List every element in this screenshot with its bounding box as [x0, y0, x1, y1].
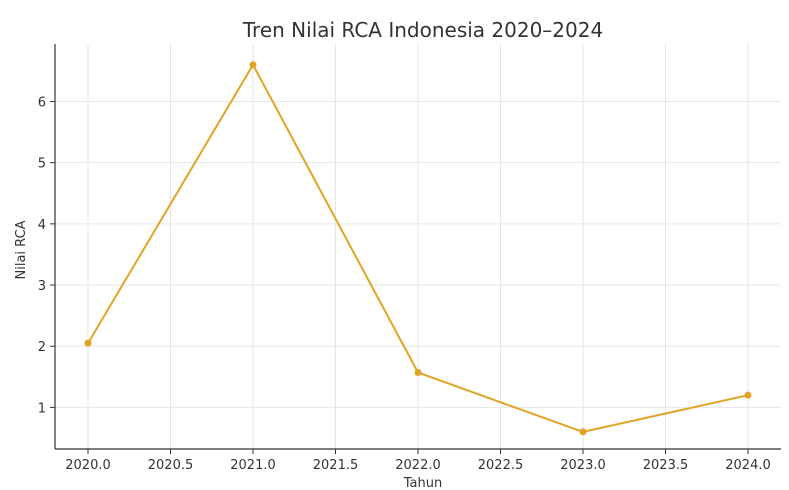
- axes: [50, 44, 781, 454]
- data-point: [84, 339, 92, 347]
- x-tick-label: 2020.0: [65, 458, 111, 473]
- tick-labels: 2020.0 2020.5 2021.0 2021.5 2022.0 2022.5 2023…: [38, 96, 771, 473]
- y-tick-label: 5: [38, 157, 46, 172]
- x-tick-label: 2021.0: [230, 458, 276, 473]
- x-tick-label: 2024.0: [725, 458, 771, 473]
- x-tick-label: 2021.5: [313, 458, 359, 473]
- x-axis-label: Tahun: [403, 476, 442, 490]
- x-tick-label: 2020.5: [148, 458, 194, 473]
- x-tick-label: 2022.5: [478, 458, 524, 473]
- data-point: [744, 391, 752, 399]
- series-layer: [84, 61, 752, 436]
- x-tick-label: 2023.5: [643, 458, 689, 473]
- x-tick-label: 2022.0: [395, 458, 441, 473]
- chart-title: Tren Nilai RCA Indonesia 2020–2024: [242, 18, 603, 42]
- grid: [55, 44, 781, 449]
- y-tick-label: 1: [38, 401, 46, 416]
- y-axis-label: Nilai RCA: [14, 220, 29, 279]
- y-tick-label: 6: [38, 96, 46, 111]
- data-point: [249, 61, 257, 69]
- y-tick-label: 4: [38, 218, 46, 233]
- x-tick-label: 2023.0: [560, 458, 606, 473]
- data-point: [414, 369, 422, 377]
- data-point: [579, 428, 587, 436]
- y-tick-label: 2: [38, 340, 46, 355]
- y-tick-label: 3: [38, 279, 46, 294]
